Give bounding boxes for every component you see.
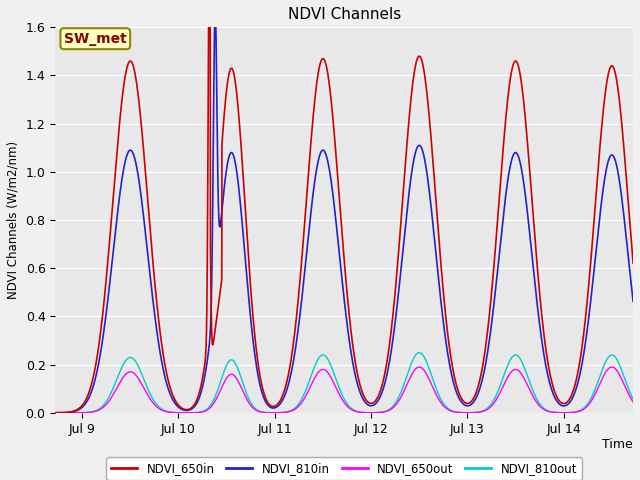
NDVI_650out bbox=[494, 394, 502, 399]
Legend: NDVI_650in, NDVI_810in, NDVI_650out, NDVI_810out: NDVI_650in, NDVI_810in, NDVI_650out, NDV… bbox=[106, 457, 582, 480]
NDVI_650in bbox=[528, 192, 536, 198]
NDVI_650in bbox=[401, 172, 408, 178]
NDVI_810out bbox=[401, 380, 408, 386]
NDVI_650in bbox=[494, 210, 502, 216]
Text: SW_met: SW_met bbox=[64, 32, 127, 46]
NDVI_650in bbox=[257, 377, 264, 383]
Text: Time: Time bbox=[602, 438, 633, 451]
NDVI_650in bbox=[428, 144, 436, 150]
Line: NDVI_650in: NDVI_650in bbox=[34, 0, 640, 413]
NDVI_650out bbox=[257, 409, 264, 415]
NDVI_810out bbox=[428, 373, 436, 379]
NDVI_810out bbox=[494, 388, 502, 394]
NDVI_810out bbox=[415, 350, 423, 356]
Line: NDVI_650out: NDVI_650out bbox=[34, 367, 640, 413]
NDVI_810in bbox=[211, 5, 219, 11]
NDVI_810out bbox=[61, 410, 69, 416]
NDVI_810out bbox=[528, 384, 536, 390]
Line: NDVI_810in: NDVI_810in bbox=[34, 8, 640, 413]
NDVI_810in bbox=[257, 385, 264, 391]
NDVI_810out bbox=[30, 410, 38, 416]
NDVI_810in bbox=[428, 211, 436, 216]
NDVI_650out bbox=[428, 382, 436, 388]
NDVI_810out bbox=[257, 409, 264, 415]
NDVI_650out bbox=[528, 391, 536, 396]
NDVI_810in bbox=[30, 410, 38, 416]
NDVI_810in bbox=[61, 409, 69, 415]
NDVI_650in bbox=[30, 410, 38, 416]
Y-axis label: NDVI Channels (W/m2/nm): NDVI Channels (W/m2/nm) bbox=[7, 141, 20, 299]
Title: NDVI Channels: NDVI Channels bbox=[287, 7, 401, 22]
NDVI_810in bbox=[401, 232, 408, 238]
NDVI_650out bbox=[608, 364, 616, 370]
NDVI_650out bbox=[401, 387, 408, 393]
Line: NDVI_810out: NDVI_810out bbox=[34, 353, 640, 413]
NDVI_810in bbox=[494, 262, 502, 267]
NDVI_650out bbox=[30, 410, 38, 416]
NDVI_650out bbox=[61, 410, 69, 416]
NDVI_650in bbox=[61, 409, 69, 415]
NDVI_810in bbox=[528, 249, 536, 254]
